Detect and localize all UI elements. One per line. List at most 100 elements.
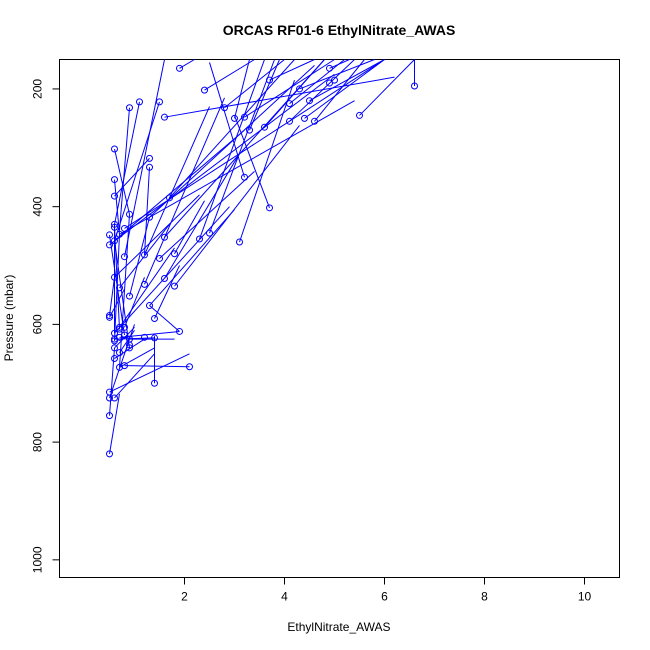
data-point — [286, 100, 293, 108]
profile-line — [289, 59, 355, 122]
data-point — [116, 325, 123, 333]
profile-line — [149, 305, 180, 332]
data-point — [171, 282, 178, 290]
profile-line — [154, 265, 180, 319]
profile-line — [124, 59, 385, 229]
profile-line — [114, 101, 140, 225]
profile-line — [209, 62, 245, 178]
data-point — [111, 344, 118, 352]
chart-title: ORCAS RF01-6 EthylNitrate_AWAS — [223, 22, 456, 38]
data-point — [111, 192, 118, 200]
x-tick-label: 8 — [481, 590, 488, 604]
profile-line — [124, 59, 165, 257]
data-point — [106, 394, 113, 402]
data-point — [111, 337, 118, 345]
y-tick-label: 400 — [31, 196, 45, 216]
profile-line — [144, 106, 210, 256]
profile-line — [114, 240, 130, 349]
data-point — [116, 349, 123, 357]
x-axis-label: EthylNitrate_AWAS — [287, 620, 390, 634]
data-point — [111, 237, 118, 245]
profile-line — [174, 200, 205, 254]
data-point — [206, 229, 213, 237]
y-tick-label: 1000 — [31, 546, 45, 573]
profile-line — [114, 353, 155, 399]
y-tick-label: 600 — [31, 314, 45, 334]
profile-line — [109, 234, 125, 336]
x-tick-label: 10 — [578, 590, 592, 604]
data-point — [116, 333, 123, 341]
data-point — [146, 154, 153, 162]
data-point — [176, 327, 183, 335]
data-point — [121, 224, 128, 232]
data-point — [126, 344, 133, 352]
profile-line — [129, 217, 150, 297]
plot-area — [59, 59, 620, 578]
profile-line — [109, 277, 115, 316]
data-point — [126, 104, 133, 112]
y-tick-label: 200 — [31, 79, 45, 99]
profile-line — [234, 115, 270, 209]
data-point — [106, 241, 113, 249]
data-point — [176, 64, 183, 72]
profile-line — [309, 59, 385, 102]
profile-line — [304, 59, 385, 119]
data-point — [221, 104, 228, 112]
data-point — [266, 204, 273, 212]
data-point — [116, 363, 123, 371]
data-point — [201, 86, 208, 94]
profile-line — [114, 129, 245, 242]
data-point — [231, 114, 238, 122]
profile-line — [359, 59, 415, 116]
profile-line — [164, 59, 325, 238]
profile-line — [204, 59, 255, 91]
profile-line — [199, 59, 265, 240]
data-point — [411, 82, 418, 90]
profile-line — [289, 59, 345, 105]
profile-line — [314, 59, 365, 122]
data-point — [111, 273, 118, 281]
data-point — [161, 274, 168, 282]
x-axis: 2 4 6 8 10 — [181, 577, 592, 604]
data-point — [186, 363, 193, 371]
data-point — [261, 123, 268, 131]
data-point — [111, 394, 118, 402]
data-point — [266, 76, 273, 84]
data-point — [111, 223, 118, 231]
profile-line — [114, 194, 200, 278]
profile-line — [234, 59, 250, 119]
data-point — [241, 173, 248, 181]
data-point — [111, 355, 118, 363]
profile-line — [119, 100, 355, 235]
data-point — [161, 233, 168, 241]
data-point — [246, 126, 253, 134]
profile-line — [119, 247, 175, 328]
y-tick-label: 800 — [31, 432, 45, 452]
data-point — [106, 231, 113, 239]
data-point — [126, 210, 133, 218]
data-point — [146, 302, 153, 310]
profile-line — [164, 153, 240, 279]
profile-line — [269, 59, 315, 81]
data-point — [151, 379, 158, 387]
y-axis-label: Pressure (mbar) — [2, 275, 16, 362]
data-point — [121, 253, 128, 261]
data-point — [141, 333, 148, 341]
profile-line — [124, 277, 145, 328]
data-point — [286, 117, 293, 125]
data-point — [296, 85, 303, 93]
profile-line — [119, 214, 130, 368]
data-point — [141, 280, 148, 288]
profile-line — [209, 59, 275, 234]
data-point — [161, 113, 168, 121]
profile-line — [119, 107, 130, 231]
data-point — [151, 315, 158, 322]
data-point — [311, 117, 318, 125]
x-tick-label: 6 — [381, 590, 388, 604]
data-point — [326, 79, 333, 87]
data-point — [126, 341, 133, 349]
data-point — [136, 98, 143, 106]
profile-line — [124, 365, 190, 368]
data-point — [331, 76, 338, 84]
